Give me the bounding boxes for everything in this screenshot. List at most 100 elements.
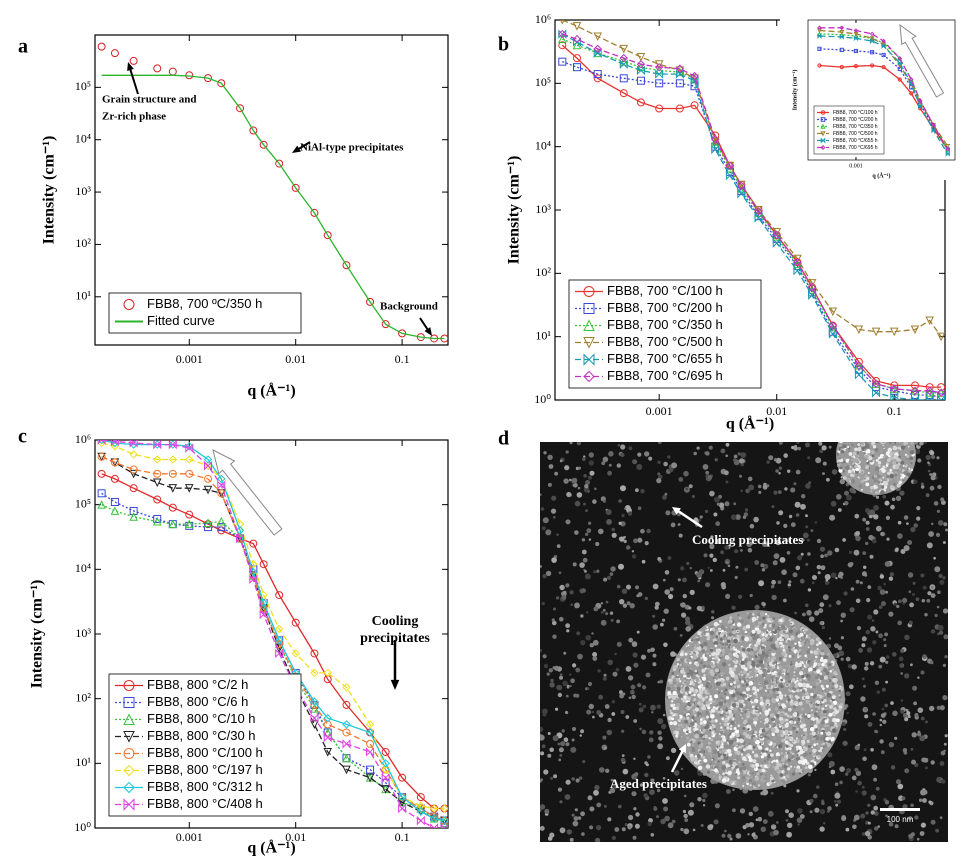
texture: [810, 650, 813, 653]
particle: [682, 578, 687, 583]
texture: [742, 654, 746, 658]
texture: [710, 714, 715, 719]
texture: [813, 686, 815, 688]
particle: [842, 538, 846, 542]
texture: [772, 617, 775, 620]
texture: [849, 452, 853, 456]
particle: [821, 802, 825, 806]
texture: [694, 698, 697, 701]
texture: [725, 772, 728, 775]
texture: [721, 675, 723, 677]
particle: [653, 584, 659, 590]
texture: [785, 675, 790, 680]
texture: [779, 657, 783, 661]
legend-label: FBB8, 700 °C/500 h: [833, 131, 878, 137]
particle: [827, 550, 832, 555]
texture: [735, 773, 737, 775]
particle: [624, 507, 626, 509]
texture: [708, 658, 711, 661]
texture: [700, 657, 702, 659]
particle: [897, 784, 903, 790]
particle: [873, 609, 878, 614]
particle: [907, 540, 912, 545]
texture: [683, 695, 686, 698]
particle: [651, 711, 653, 713]
particle: [866, 521, 870, 525]
particle: [812, 581, 815, 584]
particle: [607, 817, 611, 821]
particle: [588, 682, 592, 686]
texture: [703, 738, 705, 740]
particle: [810, 529, 813, 532]
texture: [826, 693, 831, 698]
particle: [697, 797, 701, 801]
texture: [719, 723, 721, 725]
particle: [626, 545, 630, 549]
texture: [792, 660, 796, 664]
particle: [570, 838, 574, 842]
particle: [713, 513, 717, 517]
particle: [885, 561, 891, 567]
particle: [817, 565, 821, 569]
particle: [896, 605, 899, 608]
texture: [882, 466, 885, 469]
texture: [864, 435, 867, 438]
particle: [699, 569, 704, 574]
texture: [803, 630, 805, 632]
texture: [796, 737, 798, 739]
texture: [894, 473, 897, 476]
legend-label: FBB8, 700 °C/655 h: [833, 138, 878, 144]
particle: [801, 494, 805, 498]
texture: [783, 731, 786, 734]
particle: [875, 730, 878, 733]
particle: [586, 611, 588, 613]
particle: [622, 589, 627, 594]
particle: [657, 461, 660, 464]
particle: [855, 790, 858, 793]
texture: [795, 731, 798, 734]
particle: [542, 709, 548, 715]
texture: [698, 685, 702, 689]
particle: [623, 769, 629, 775]
texture: [765, 634, 768, 637]
texture: [675, 728, 678, 731]
particle: [873, 806, 878, 811]
particle: [818, 571, 821, 574]
particle: [567, 686, 570, 689]
y-tick-label: 10⁴: [75, 131, 91, 145]
particle: [538, 727, 543, 732]
particle: [588, 795, 593, 800]
texture: [753, 737, 757, 741]
particle: [590, 471, 595, 476]
particle: [631, 791, 636, 796]
texture: [859, 432, 863, 436]
texture: [703, 657, 707, 661]
texture: [707, 748, 709, 750]
texture: [775, 673, 777, 675]
texture: [779, 773, 783, 777]
texture: [805, 692, 809, 696]
marker: [855, 371, 862, 378]
particle: [747, 833, 749, 835]
particle: [652, 624, 658, 630]
texture: [693, 728, 695, 730]
particle: [601, 602, 603, 604]
particle: [710, 569, 713, 572]
y-tick-label: 10⁴: [75, 561, 91, 575]
texture: [865, 465, 869, 469]
texture: [798, 682, 803, 687]
texture: [737, 756, 741, 760]
texture: [751, 676, 753, 678]
particle: [643, 793, 648, 798]
texture: [758, 784, 761, 787]
texture: [860, 420, 865, 425]
texture: [865, 436, 867, 438]
particle: [668, 594, 673, 599]
particle: [937, 510, 940, 513]
particle: [921, 823, 926, 828]
texture: [769, 662, 773, 666]
texture: [874, 423, 877, 426]
texture: [718, 692, 720, 694]
texture: [801, 735, 803, 737]
annotation: Grain structure and: [102, 94, 197, 106]
